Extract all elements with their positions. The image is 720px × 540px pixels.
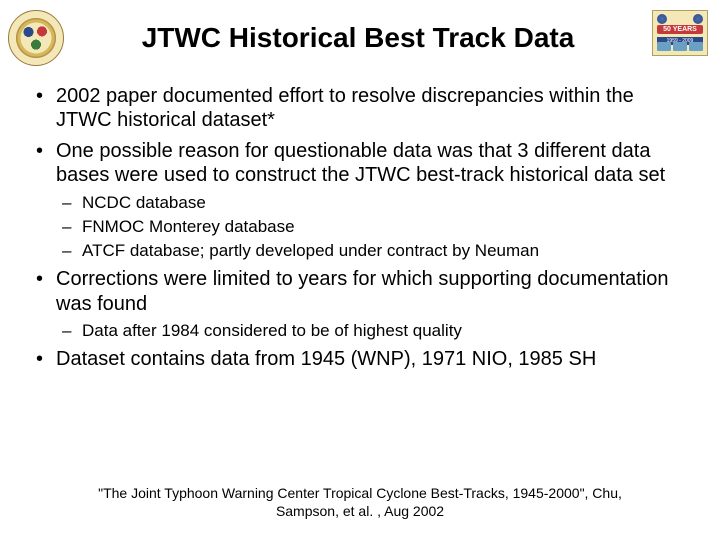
list-item: 2002 paper documented effort to resolve … bbox=[30, 84, 690, 133]
sub-bullet-text: ATCF database; partly developed under co… bbox=[82, 241, 539, 260]
anniversary-emblem-right-icon: 50 YEARS 1959 - 2009 bbox=[652, 10, 708, 66]
slide-header: JTWC Historical Best Track Data 50 YEARS… bbox=[0, 0, 720, 74]
sub-bullet-list: NCDC database FNMOC Monterey database AT… bbox=[56, 192, 690, 262]
list-item: One possible reason for questionable dat… bbox=[30, 139, 690, 262]
list-item: Dataset contains data from 1945 (WNP), 1… bbox=[30, 347, 690, 371]
list-item: NCDC database bbox=[56, 192, 690, 213]
list-item: Data after 1984 considered to be of high… bbox=[56, 320, 690, 341]
citation-footnote: "The Joint Typhoon Warning Center Tropic… bbox=[0, 485, 720, 520]
list-item: FNMOC Monterey database bbox=[56, 216, 690, 237]
sub-bullet-text: NCDC database bbox=[82, 193, 206, 212]
bullet-text: Corrections were limited to years for wh… bbox=[56, 268, 669, 314]
bullet-text: One possible reason for questionable dat… bbox=[56, 140, 665, 186]
sub-bullet-text: Data after 1984 considered to be of high… bbox=[82, 321, 462, 340]
bullet-text: 2002 paper documented effort to resolve … bbox=[56, 85, 634, 131]
bullet-text: Dataset contains data from 1945 (WNP), 1… bbox=[56, 348, 596, 370]
sub-bullet-list: Data after 1984 considered to be of high… bbox=[56, 320, 690, 341]
emblem-banner-text: 50 YEARS bbox=[657, 25, 703, 34]
bullet-list: 2002 paper documented effort to resolve … bbox=[30, 84, 690, 372]
sub-bullet-text: FNMOC Monterey database bbox=[82, 217, 295, 236]
list-item: ATCF database; partly developed under co… bbox=[56, 240, 690, 261]
slide-title: JTWC Historical Best Track Data bbox=[64, 22, 652, 54]
list-item: Corrections were limited to years for wh… bbox=[30, 267, 690, 341]
jtwc-emblem-left-icon bbox=[8, 10, 64, 66]
slide-body: 2002 paper documented effort to resolve … bbox=[0, 74, 720, 372]
